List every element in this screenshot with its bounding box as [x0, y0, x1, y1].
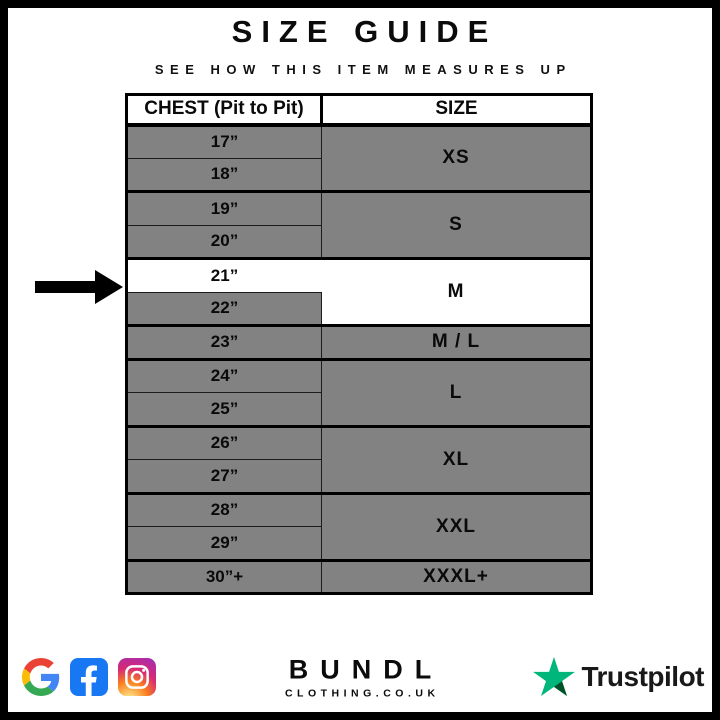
chest-cell-17: 17”: [126, 123, 322, 159]
size-cell-s: S: [321, 190, 592, 259]
chest-cell-20: 20”: [126, 224, 322, 259]
table-row: 28” XXL: [126, 491, 592, 561]
table-row: 23” M / L: [126, 324, 592, 360]
brand-domain: CLOTHING.CO.UK: [284, 687, 440, 700]
chest-cell-26: 26”: [126, 424, 322, 460]
column-header-chest: CHEST (Pit to Pit): [125, 93, 323, 127]
chest-cell-24: 24”: [126, 357, 322, 393]
google-icon[interactable]: [22, 658, 60, 696]
chest-cell-27: 27”: [126, 459, 322, 494]
chest-cell-30plus: 30”+: [126, 558, 322, 594]
chest-cell-29: 29”: [126, 526, 322, 561]
table-row: 30”+ XXXL+: [126, 558, 592, 594]
trustpilot-label: Trustpilot: [581, 661, 704, 692]
page-title: SIZE GUIDE: [231, 14, 498, 49]
instagram-icon[interactable]: [118, 658, 156, 696]
trustpilot-logo[interactable]: Trustpilot: [533, 657, 704, 697]
size-cell-l: L: [321, 357, 592, 427]
table-row-highlighted: 21” M: [126, 257, 592, 326]
social-icons: [22, 658, 156, 696]
brand-logo: BUNDL CLOTHING.CO.UK: [285, 655, 435, 700]
size-cell-xxl: XXL: [321, 491, 592, 561]
chest-cell-22: 22”: [126, 291, 322, 326]
chest-cell-25: 25”: [126, 392, 322, 427]
footer: BUNDL CLOTHING.CO.UK Trustpilot: [8, 648, 712, 706]
facebook-icon[interactable]: [70, 658, 108, 696]
table-row: 18”: [126, 157, 592, 192]
size-cell-ml: M / L: [321, 324, 592, 360]
row-pointer-arrow-icon: [35, 270, 123, 304]
chest-cell-21-highlighted: 21”: [126, 257, 322, 293]
size-cell-xl: XL: [321, 424, 592, 494]
brand-name: BUNDL: [288, 654, 444, 685]
chest-cell-19: 19”: [126, 190, 322, 226]
table-row: 19” S: [126, 190, 592, 259]
table-row: 24” L: [126, 357, 592, 427]
table-row: 27”: [126, 459, 592, 494]
size-cell-xxxl: XXXL+: [321, 558, 592, 594]
table-row: 17” XS: [126, 123, 592, 192]
size-cell-xs: XS: [321, 123, 592, 192]
size-guide-table: CHEST (Pit to Pit) SIZE 17” XS 18” 19” S…: [125, 93, 593, 595]
chest-cell-28: 28”: [126, 491, 322, 527]
table-row: 29”: [126, 526, 592, 561]
table-row: 26” XL: [126, 424, 592, 494]
trustpilot-star-icon: [533, 657, 576, 696]
page-subtitle: SEE HOW THIS ITEM MEASURES UP: [154, 62, 572, 77]
table-header-row: CHEST (Pit to Pit) SIZE: [125, 93, 593, 127]
size-cell-m-highlighted: M: [321, 257, 592, 326]
table-row: 25”: [126, 392, 592, 427]
chest-cell-23: 23”: [126, 324, 322, 360]
chest-cell-18: 18”: [126, 157, 322, 192]
column-header-size: SIZE: [320, 93, 593, 127]
